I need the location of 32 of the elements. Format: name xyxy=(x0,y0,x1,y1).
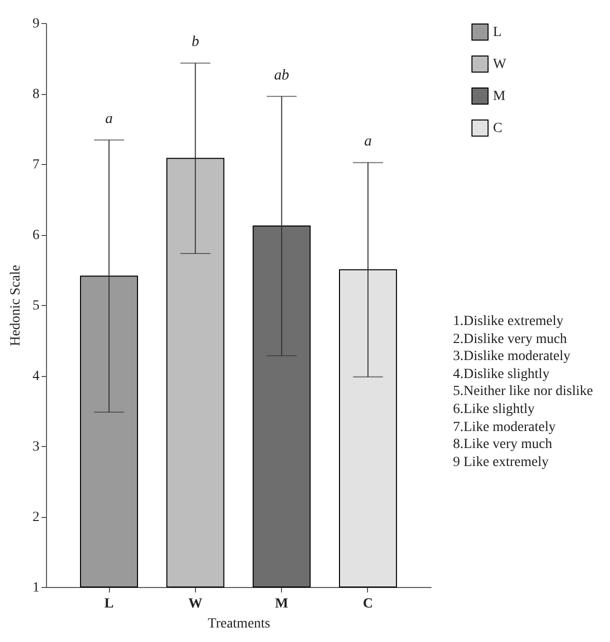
x-tick-label: W xyxy=(188,596,202,612)
y-tick-label: 2 xyxy=(32,510,40,525)
y-tick-label: 7 xyxy=(32,158,40,172)
y-tick-label: 8 xyxy=(32,87,40,102)
y-tick-label: 9 xyxy=(32,16,40,32)
text: 4.Dislike slightly xyxy=(453,366,550,384)
legend-label: C xyxy=(493,121,502,136)
x-tick-label: L xyxy=(104,596,114,612)
text: 9 Like extremely xyxy=(453,454,550,472)
text: 8.Like very much xyxy=(453,436,554,454)
text: 6.Like slightly xyxy=(453,400,536,419)
y-tick-label: 3 xyxy=(32,440,40,454)
annotation: a xyxy=(364,134,372,150)
x-tick-label: M xyxy=(275,596,288,612)
x-axis-title: Treatments xyxy=(208,616,270,632)
text: 5.Neither like nor dislike xyxy=(453,383,593,401)
y-tick-label: 4 xyxy=(32,369,40,384)
y-tick-label: 5 xyxy=(32,298,40,314)
y-tick-label: 1 xyxy=(32,580,40,596)
text: 3.Dislike moderately xyxy=(453,348,572,366)
y-tick-label: 6 xyxy=(32,228,40,243)
legend-label: L xyxy=(493,25,502,40)
legend-label: W xyxy=(493,57,507,72)
text: 1.Dislike extremely xyxy=(453,313,564,331)
annotation: ab xyxy=(274,67,290,84)
x-tick-label: C xyxy=(362,596,374,612)
annotation: a xyxy=(105,111,113,128)
text: 7.Like moderately xyxy=(453,418,557,436)
text: 2.Dislike very much xyxy=(453,330,568,348)
y-axis-title: Hedonic Scale xyxy=(8,264,24,346)
annotation: b xyxy=(192,34,200,50)
legend-label: M xyxy=(493,89,506,104)
